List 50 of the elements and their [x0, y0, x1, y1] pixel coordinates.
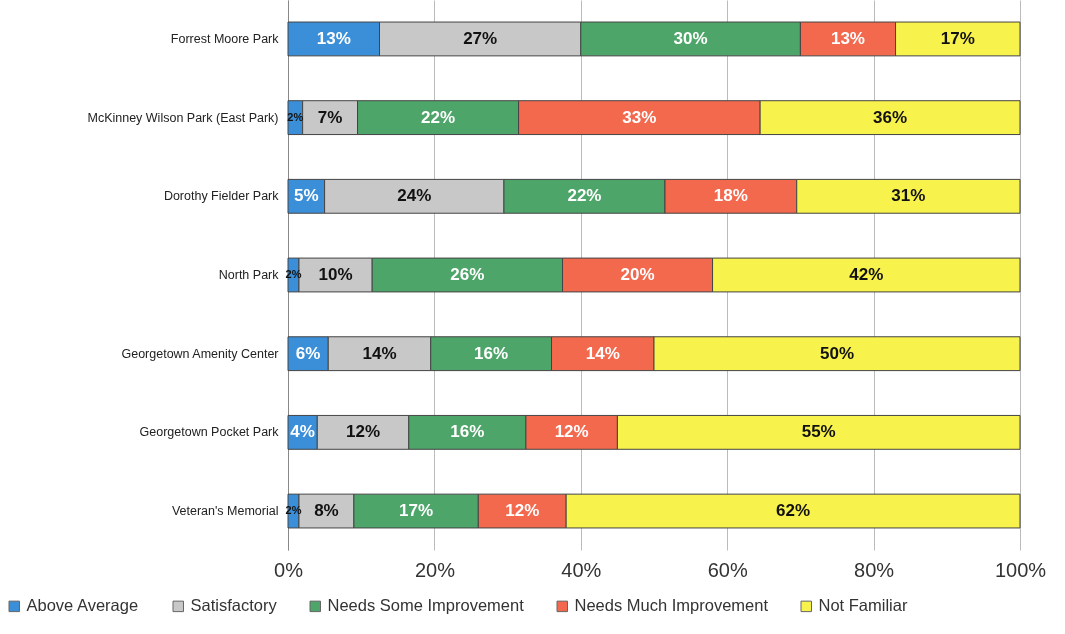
y-tick-label: Forrest Moore Park: [170, 31, 280, 46]
y-tick-label: McKinney Wilson Park (East Park): [87, 110, 279, 125]
x-tick-label: 20%: [414, 558, 456, 581]
y-tick-label: Georgetown Pocket Park: [139, 425, 280, 440]
data-label: 14%: [362, 343, 397, 363]
data-label: 7%: [317, 107, 343, 127]
y-tick-label: Veteran's Memorial: [171, 504, 279, 519]
data-label: 13%: [830, 28, 865, 48]
data-label: 33%: [622, 107, 657, 127]
x-tick-label: 40%: [561, 558, 602, 581]
data-label: 5%: [294, 186, 319, 206]
legend-label: Above Average: [26, 596, 139, 615]
x-tick-label: 0%: [274, 558, 304, 581]
data-label: 17%: [399, 501, 434, 521]
data-label: 12%: [346, 422, 381, 442]
x-tick-label: 100%: [994, 558, 1047, 581]
legend-label: Needs Some Improvement: [327, 596, 525, 615]
data-label: 6%: [295, 343, 321, 363]
data-label: 22%: [421, 107, 456, 127]
data-label: 20%: [620, 265, 655, 284]
data-label: 12%: [554, 422, 589, 442]
data-label: 17%: [940, 28, 975, 48]
legend-label: Needs Much Improvement: [574, 596, 769, 615]
data-label: 55%: [801, 422, 836, 442]
legend-label: Not Familiar: [818, 596, 908, 615]
data-label: 16%: [474, 343, 509, 363]
data-label: 24%: [397, 186, 432, 206]
data-label: 16%: [450, 422, 485, 442]
data-label: 42%: [849, 265, 884, 284]
data-label: 18%: [713, 186, 748, 206]
data-label: 8%: [314, 501, 339, 521]
y-tick-label: Dorothy Fielder Park: [163, 189, 280, 204]
data-label: 13%: [316, 28, 351, 48]
y-tick-label: North Park: [218, 268, 280, 282]
data-label: 27%: [463, 28, 498, 48]
x-tick-label: 80%: [854, 558, 895, 581]
data-label: 12%: [505, 501, 540, 521]
data-label: 22%: [567, 186, 602, 206]
data-label: 14%: [585, 343, 620, 363]
x-tick-label: 60%: [707, 558, 748, 581]
data-label: 30%: [673, 28, 708, 48]
data-label: 31%: [891, 186, 926, 206]
data-label: 10%: [318, 265, 353, 284]
data-label: 26%: [450, 265, 485, 284]
y-tick-label: Georgetown Amenity Center: [121, 346, 279, 361]
legend-label: Satisfactory: [190, 596, 278, 615]
data-label: 50%: [819, 343, 855, 363]
data-label: 36%: [873, 107, 908, 127]
data-label: 4%: [290, 422, 315, 442]
data-label: 62%: [776, 501, 811, 521]
